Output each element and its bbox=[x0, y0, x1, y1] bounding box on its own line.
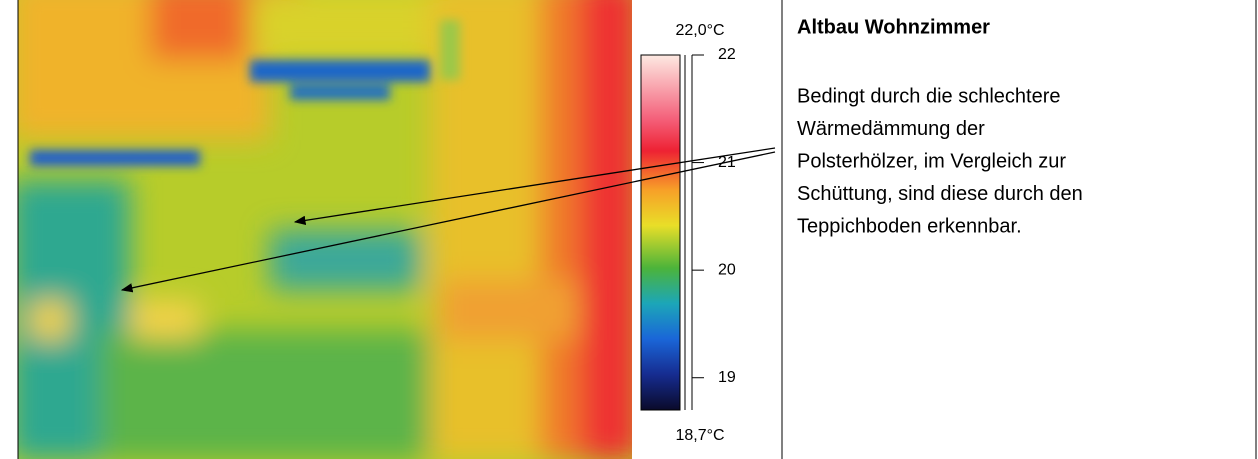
body-text: Bedingt durch die schlechtere bbox=[797, 85, 1061, 107]
scale-min-label: 18,7°C bbox=[675, 427, 724, 444]
color-scale-bar bbox=[640, 54, 681, 411]
body-text: Polsterhölzer, im Vergleich zur bbox=[797, 150, 1066, 172]
arrow bbox=[120, 151, 776, 293]
body-text: Schüttung, sind diese durch den bbox=[797, 183, 1083, 205]
tick-label: 21 bbox=[718, 154, 736, 171]
tick-label: 19 bbox=[718, 369, 736, 386]
tick-label: 22 bbox=[718, 46, 736, 63]
thermal-image bbox=[18, 0, 632, 459]
scale-max-label: 22,0°C bbox=[675, 22, 724, 39]
tick-label: 20 bbox=[718, 261, 736, 278]
body-text: Wärmedämmung der bbox=[797, 118, 985, 140]
title: Altbau Wohnzimmer bbox=[797, 16, 990, 38]
arrow bbox=[293, 147, 776, 226]
body-text: Teppichboden erkennbar. bbox=[797, 215, 1022, 237]
